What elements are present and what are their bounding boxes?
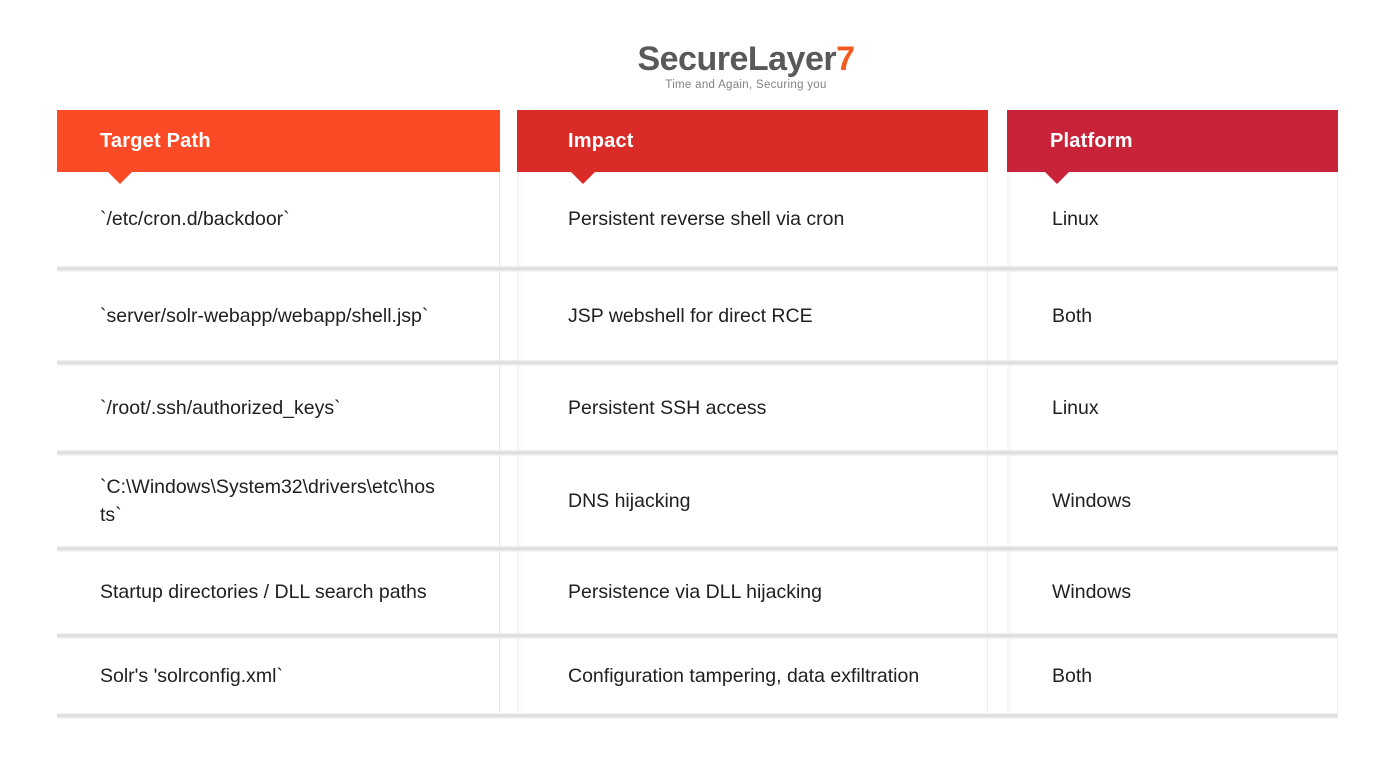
header-pointer-icon (570, 171, 596, 184)
impact-value: DNS hijacking (568, 489, 691, 512)
header-pointer-icon (107, 171, 133, 184)
header-pointer-icon (1044, 171, 1070, 184)
cell-impact: Persistence via DLL hijacking (517, 552, 988, 633)
cell-target-path: `/etc/cron.d/backdoor` (57, 172, 500, 266)
logo-brand: SecureLayer (637, 40, 837, 78)
cell-impact: Persistent SSH access (517, 366, 988, 450)
cell-impact: Persistent reverse shell via cron (517, 172, 988, 266)
cell-platform: Windows (1007, 552, 1338, 633)
row-separator (57, 360, 1338, 366)
platform-value: Linux (1052, 396, 1099, 419)
cell-target-path: `server/solr-webapp/webapp/shell.jsp` (57, 272, 500, 360)
platform-value: Windows (1052, 489, 1132, 512)
column-header-impact: Impact (517, 110, 988, 184)
column-gap (500, 456, 517, 546)
logo-accent-digit: 7 (836, 40, 855, 78)
platform-value: Linux (1052, 207, 1099, 230)
column-gap (988, 366, 1007, 450)
target-path-value: Startup directories / DLL search paths (100, 581, 427, 604)
impact-value: Configuration tampering, data exfiltrati… (568, 664, 920, 687)
cell-target-path: Startup directories / DLL search paths (57, 552, 500, 633)
column-header-label: Target Path (100, 129, 211, 152)
cell-platform: Windows (1007, 456, 1338, 546)
cell-platform: Both (1007, 639, 1338, 713)
row-separator (57, 266, 1338, 272)
column-gap (988, 172, 1007, 266)
cell-impact: JSP webshell for direct RCE (517, 272, 988, 360)
platform-value: Windows (1052, 581, 1132, 604)
target-path-value: `/root/.ssh/authorized_keys` (100, 396, 341, 419)
column-gap (988, 552, 1007, 633)
row-separator (57, 713, 1338, 719)
cell-platform: Linux (1007, 366, 1338, 450)
column-gap (500, 110, 517, 172)
impact-value: JSP webshell for direct RCE (568, 304, 813, 327)
platform-value: Both (1052, 304, 1093, 327)
column-gap (500, 272, 517, 360)
impact-value: Persistence via DLL hijacking (568, 581, 822, 604)
column-gap (500, 639, 517, 713)
cell-impact: Configuration tampering, data exfiltrati… (517, 639, 988, 713)
column-gap (988, 272, 1007, 360)
logo-text: SecureLayer7 (46, 42, 1400, 76)
logo-tagline: Time and Again, Securing you (665, 79, 827, 91)
column-header-label: Platform (1050, 129, 1133, 152)
row-separator (57, 546, 1338, 552)
column-gap (988, 456, 1007, 546)
platform-value: Both (1052, 664, 1093, 687)
cell-target-path: `/root/.ssh/authorized_keys` (57, 366, 500, 450)
target-path-value: `C:\Windows\System32\drivers\etc\hosts` (100, 475, 435, 526)
impact-value: Persistent reverse shell via cron (568, 207, 845, 230)
cell-target-path: Solr's 'solrconfig.xml` (57, 639, 500, 713)
cell-target-path: `C:\Windows\System32\drivers\etc\hosts` (57, 456, 500, 546)
column-header-label: Impact (568, 129, 634, 152)
row-separator (57, 633, 1338, 639)
persistence-paths-table: Target Path Impact Platform `/etc/cron.d… (57, 110, 1338, 719)
column-header-platform: Platform (1007, 110, 1338, 184)
column-gap (500, 366, 517, 450)
target-path-value: Solr's 'solrconfig.xml` (100, 664, 283, 687)
securelayer7-logo: SecureLayer7 Time and Again, Securing yo… (46, 42, 1400, 92)
column-gap (500, 172, 517, 266)
row-separator (57, 450, 1338, 456)
column-gap (988, 639, 1007, 713)
target-path-value: `server/solr-webapp/webapp/shell.jsp` (100, 304, 429, 327)
column-gap (500, 552, 517, 633)
cell-platform: Both (1007, 272, 1338, 360)
target-path-value: `/etc/cron.d/backdoor` (100, 207, 290, 230)
impact-value: Persistent SSH access (568, 396, 767, 419)
cell-impact: DNS hijacking (517, 456, 988, 546)
column-gap (988, 110, 1007, 172)
cell-platform: Linux (1007, 172, 1338, 266)
column-header-target-path: Target Path (57, 110, 500, 184)
